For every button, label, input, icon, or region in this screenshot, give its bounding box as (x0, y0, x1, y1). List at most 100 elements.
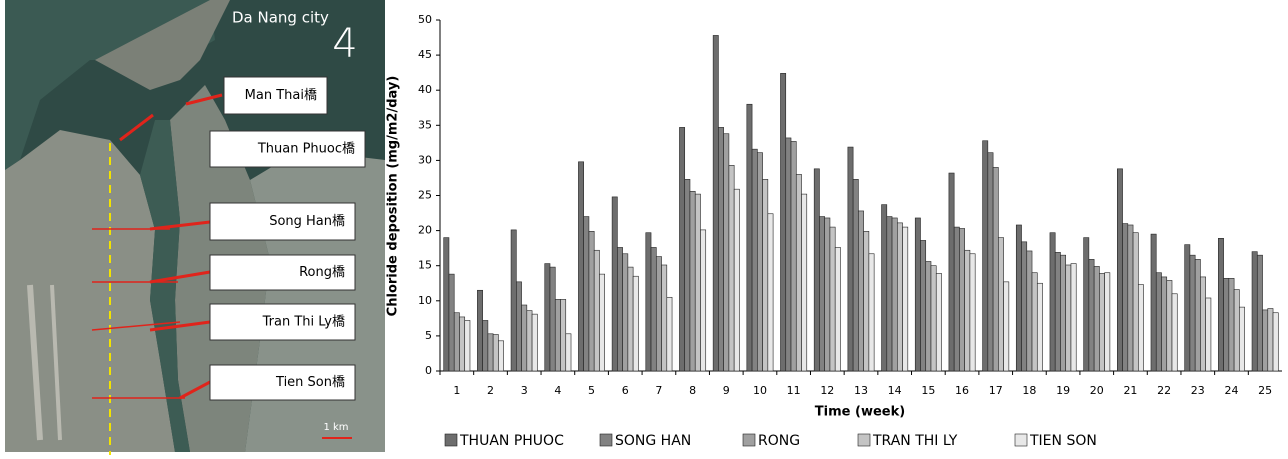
bar (589, 231, 594, 371)
bar (617, 247, 622, 371)
bar (511, 230, 516, 371)
x-tick-label: 13 (854, 384, 868, 397)
bar (1016, 225, 1021, 371)
bar (1066, 265, 1071, 371)
bar (1206, 298, 1211, 371)
bar (477, 290, 482, 371)
x-tick-label: 12 (820, 384, 834, 397)
bar (781, 73, 786, 371)
bar (734, 189, 739, 371)
legend-label: TRAN THI LY (872, 433, 958, 449)
bar (522, 305, 527, 371)
bar (830, 227, 835, 371)
bar (566, 334, 571, 371)
bar (903, 227, 908, 371)
bar (802, 194, 807, 371)
bar (493, 334, 498, 371)
bar (1252, 252, 1257, 371)
y-tick-label: 40 (418, 83, 432, 96)
x-tick-label: 8 (689, 384, 696, 397)
bridge-label: Thuan Phuoc橋 (257, 142, 355, 157)
bar (1185, 245, 1190, 371)
coast (245, 150, 385, 452)
bar (465, 320, 470, 371)
bar (1089, 259, 1094, 371)
bar (747, 104, 752, 371)
bar (594, 250, 599, 371)
bar (1200, 277, 1205, 371)
bar (578, 162, 583, 371)
y-tick-label: 10 (418, 294, 432, 307)
bar (920, 240, 925, 371)
bar (488, 334, 493, 371)
x-tick-label: 9 (723, 384, 730, 397)
bar (835, 247, 840, 371)
bar (700, 230, 705, 371)
y-tick-label: 5 (425, 329, 432, 342)
bar (887, 217, 892, 371)
bar (550, 267, 555, 371)
bar (454, 313, 459, 371)
bar (527, 311, 532, 371)
y-tick-label: 30 (418, 153, 432, 166)
y-axis-label: Chloride deposition (mg/m2/day) (386, 76, 401, 317)
bar (1273, 313, 1278, 371)
scale-label: 1 km (323, 422, 348, 433)
x-tick-label: 3 (521, 384, 528, 397)
x-tick-label: 11 (787, 384, 801, 397)
bar (1105, 273, 1110, 371)
bar (949, 173, 954, 371)
bar (1037, 283, 1042, 371)
y-tick-label: 45 (418, 48, 432, 61)
x-tick-label: 2 (487, 384, 494, 397)
legend-label: TIEN SON (1029, 433, 1097, 449)
bar (1151, 234, 1156, 371)
bar (1161, 277, 1166, 371)
bar (814, 169, 819, 371)
bar (993, 167, 998, 371)
bar (1084, 238, 1089, 371)
bar (819, 217, 824, 371)
bar (757, 153, 762, 371)
bar (584, 217, 589, 371)
x-tick-label: 14 (888, 384, 902, 397)
bar (656, 257, 661, 371)
bar (667, 297, 672, 371)
bar (623, 254, 628, 371)
bar (1239, 307, 1244, 371)
y-tick-label: 50 (418, 13, 432, 26)
x-tick-label: 1 (453, 384, 460, 397)
bar (646, 233, 651, 371)
bar (882, 205, 887, 371)
bar (516, 282, 521, 371)
y-tick-label: 25 (418, 189, 432, 202)
bar (729, 165, 734, 371)
legend-label: RONG (758, 433, 800, 449)
bar (1133, 233, 1138, 371)
bar (1257, 255, 1262, 371)
bar (1268, 309, 1273, 371)
map-title: Da Nang city (232, 9, 329, 27)
bar (1190, 255, 1195, 371)
bar (897, 223, 902, 371)
bar (763, 179, 768, 371)
bar (825, 218, 830, 371)
x-tick-label: 23 (1191, 384, 1205, 397)
bar (796, 174, 801, 371)
x-tick-label: 6 (622, 384, 629, 397)
y-tick-label: 0 (425, 364, 432, 377)
bar (633, 276, 638, 371)
x-tick-label: 16 (955, 384, 969, 397)
legend-swatch (600, 434, 612, 446)
bar (1156, 273, 1161, 371)
bar (1027, 251, 1032, 371)
bar (599, 274, 604, 371)
bridge-label: Rong橋 (299, 265, 345, 280)
bar (1060, 255, 1065, 371)
x-tick-label: 18 (1022, 384, 1036, 397)
bar (752, 149, 757, 371)
bar (1128, 225, 1133, 371)
bar (1022, 242, 1027, 371)
bar (459, 317, 464, 371)
x-tick-label: 22 (1157, 384, 1171, 397)
